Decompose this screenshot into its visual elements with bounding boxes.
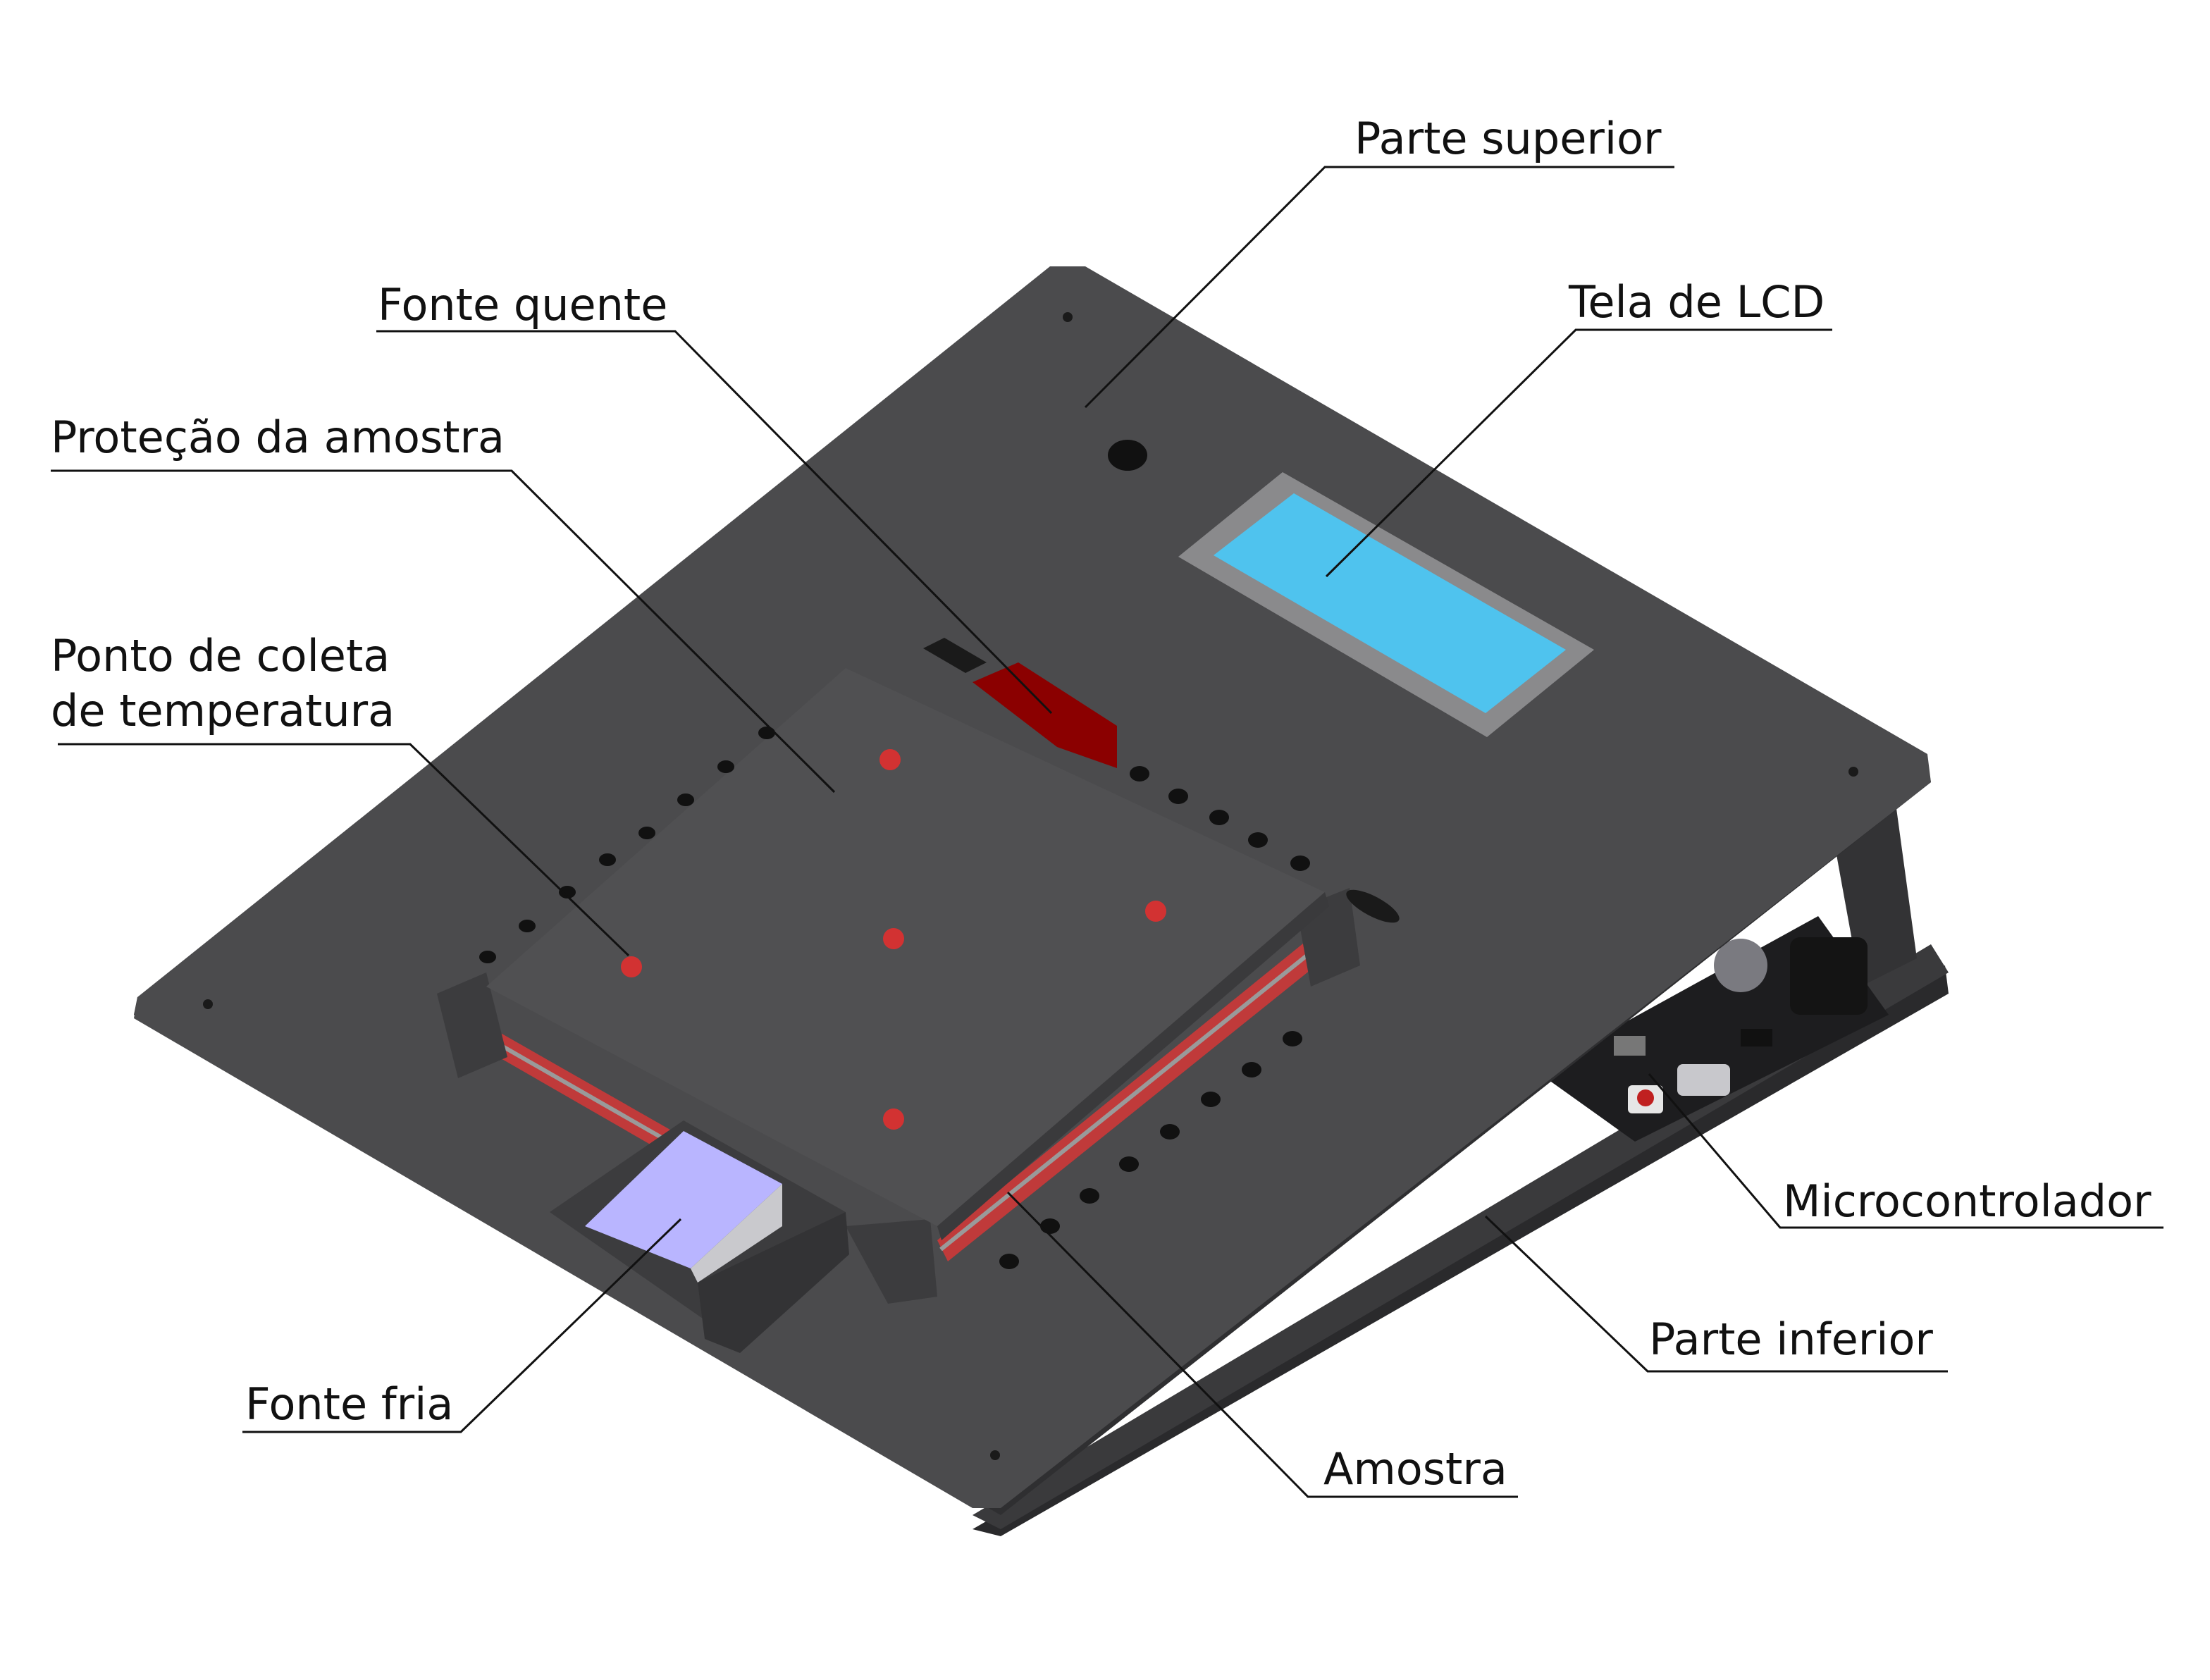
cold-source-side [691, 1184, 782, 1283]
capacitor [1714, 939, 1767, 992]
power-jack [1790, 937, 1868, 1015]
protection-plate-edge [937, 892, 1329, 1240]
hot-source [973, 662, 1117, 768]
label-fonte-quente: Fonte quente [378, 279, 667, 331]
cold-source [585, 1131, 782, 1268]
leader-amostra [1006, 1191, 1518, 1498]
label-tela-lcd: Tela de LCD [1568, 276, 1825, 328]
mount-hole [203, 999, 213, 1009]
leader-ponto-coleta [58, 743, 630, 957]
mount-hole [1063, 312, 1073, 322]
leader-parte-superior [1084, 166, 1674, 409]
slot [1346, 889, 1400, 923]
label-microcontrolador: Microcontrolador [1783, 1175, 2152, 1227]
leader-fonte-fria [242, 1218, 682, 1433]
electronics-area [1536, 803, 1917, 1142]
lcd-screen [1214, 493, 1566, 713]
reset-button-cap [1637, 1089, 1654, 1106]
label-parte-inferior: Parte inferior [1649, 1314, 1933, 1365]
label-ponto-coleta-line1: Ponto de coleta [51, 630, 390, 681]
leader-tela-lcd [1325, 328, 1832, 578]
usb-port [1677, 1064, 1730, 1096]
leader-lines [51, 166, 2163, 1498]
leader-fonte-quente [376, 330, 1053, 715]
label-parte-superior: Parte superior [1354, 113, 1662, 164]
leader-protecao-amostra [51, 469, 836, 793]
lcd-display [1178, 472, 1594, 737]
sample-assembly [437, 638, 1400, 1353]
temperature-point [883, 928, 904, 949]
mount-hole [990, 1450, 1000, 1460]
cold-housing-wall [698, 1212, 849, 1353]
labels: Parte superior Tela de LCD Fonte quente … [51, 113, 2152, 1495]
protection-plate [486, 668, 1325, 1226]
label-fonte-fria: Fonte fria [245, 1378, 453, 1430]
hot-source-slot [923, 638, 987, 673]
temperature-point [879, 749, 901, 770]
temperature-point [883, 1108, 904, 1130]
small-component [1614, 1036, 1646, 1056]
label-protecao-amostra: Proteção da amostra [51, 412, 505, 463]
temperature-point [621, 956, 642, 977]
top-round-hole [1108, 440, 1147, 471]
block [846, 1219, 937, 1304]
leader-parte-inferior [1484, 1215, 1948, 1373]
block [437, 972, 507, 1078]
label-ponto-coleta-line2: de temperatura [51, 685, 395, 736]
leader-microcontrolador [1648, 1073, 2163, 1229]
mount-hole [1848, 767, 1858, 777]
temperature-point [1145, 901, 1166, 922]
ic-chip [1741, 1029, 1772, 1046]
hole-row-left [479, 727, 775, 963]
label-amostra: Amostra [1323, 1443, 1507, 1495]
